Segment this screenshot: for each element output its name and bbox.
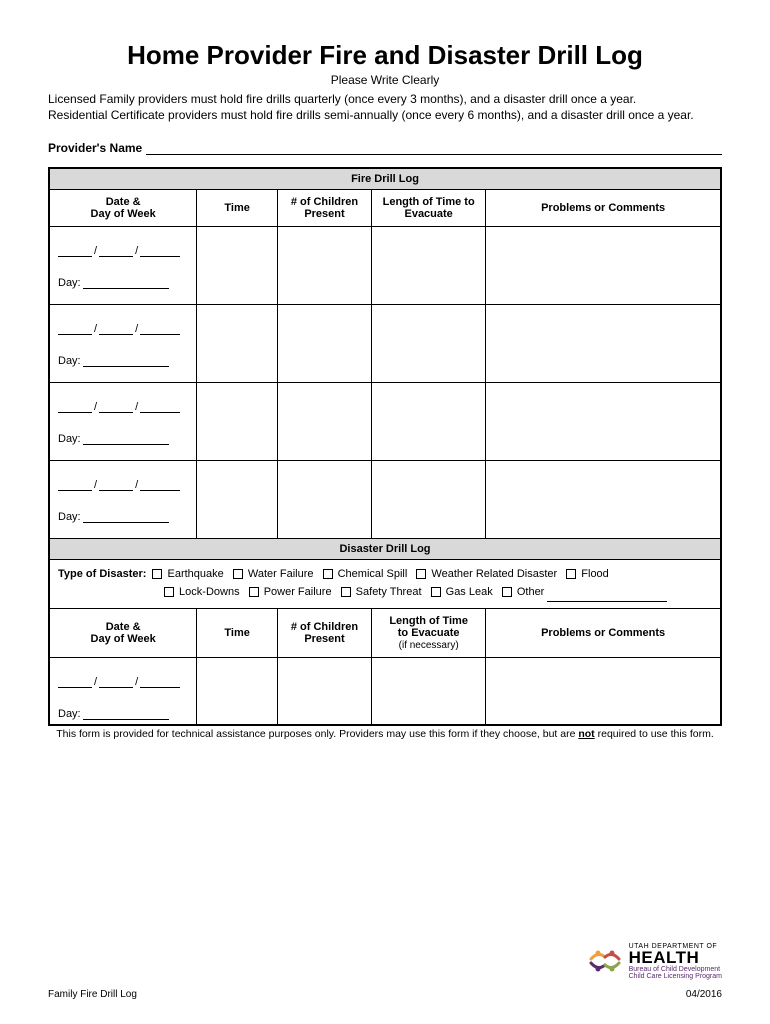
day-input-line[interactable] [83,511,169,523]
intro-text: Licensed Family providers must hold fire… [48,91,722,123]
col-length-header-2: Length of Timeto Evacuate(if necessary) [372,608,486,657]
logo-text: UTAH DEPARTMENT OF HEALTH Bureau of Chil… [629,943,722,980]
footer-left: Family Fire Drill Log [48,989,137,1000]
disaster-type-row: Type of Disaster: Earthquake Water Failu… [49,560,721,608]
children-cell[interactable] [277,227,371,305]
col-comments-header: Problems or Comments [486,190,721,227]
day-label: Day: [58,708,81,720]
length-cell[interactable] [372,305,486,383]
intro-line-2: Residential Certificate providers must h… [48,108,694,122]
day-input-line[interactable] [83,277,169,289]
col-time-header: Time [197,190,278,227]
date-day-line[interactable] [99,323,133,335]
time-cell[interactable] [197,657,278,725]
date-month-line[interactable] [58,676,92,688]
date-cell[interactable]: / / Day: [49,461,197,539]
comments-cell[interactable] [486,461,721,539]
children-cell[interactable] [277,461,371,539]
footnote: This form is provided for technical assi… [48,728,722,740]
day-label: Day: [58,511,81,523]
provider-name-input-line[interactable] [146,141,722,155]
date-day-line[interactable] [99,401,133,413]
length-cell[interactable] [372,383,486,461]
day-label: Day: [58,433,81,445]
dept-logo: UTAH DEPARTMENT OF HEALTH Bureau of Chil… [587,943,722,980]
table-row: / / Day: [49,657,721,725]
table-row: / / Day: [49,461,721,539]
length-cell[interactable] [372,461,486,539]
comments-cell[interactable] [486,227,721,305]
date-year-line[interactable] [140,245,180,257]
table-row: / / Day: [49,227,721,305]
checkbox[interactable] [566,569,576,579]
comments-cell[interactable] [486,305,721,383]
day-label: Day: [58,277,81,289]
fire-column-headers: Date &Day of Week Time # of ChildrenPres… [49,190,721,227]
disaster-section-header: Disaster Drill Log [49,539,721,560]
date-month-line[interactable] [58,401,92,413]
provider-name-label: Provider's Name [48,141,142,155]
checkbox[interactable] [416,569,426,579]
disaster-type-label: Type of Disaster: [58,568,146,580]
time-cell[interactable] [197,305,278,383]
checkbox[interactable] [152,569,162,579]
checkbox[interactable] [431,587,441,597]
day-input-line[interactable] [83,708,169,720]
page-footer: Family Fire Drill Log 04/2016 [48,989,722,1000]
col-comments-header-2: Problems or Comments [486,608,721,657]
day-input-line[interactable] [83,355,169,367]
date-year-line[interactable] [140,401,180,413]
date-cell[interactable]: / / Day: [49,657,197,725]
col-date-header: Date &Day of Week [49,190,197,227]
date-cell[interactable]: / / Day: [49,383,197,461]
date-cell[interactable]: / / Day: [49,227,197,305]
comments-cell[interactable] [486,657,721,725]
time-cell[interactable] [197,227,278,305]
other-input-line[interactable] [547,601,667,602]
fire-section-header: Fire Drill Log [49,168,721,190]
logo-icon [587,943,623,979]
table-row: / / Day: [49,383,721,461]
checkbox[interactable] [233,569,243,579]
date-year-line[interactable] [140,676,180,688]
checkbox[interactable] [249,587,259,597]
date-cell[interactable]: / / Day: [49,305,197,383]
checkbox[interactable] [341,587,351,597]
drill-log-table: Fire Drill Log Date &Day of Week Time # … [48,167,722,725]
date-day-line[interactable] [99,245,133,257]
checkbox[interactable] [502,587,512,597]
date-month-line[interactable] [58,479,92,491]
provider-name-row: Provider's Name [48,141,722,155]
date-year-line[interactable] [140,479,180,491]
col-children-header: # of ChildrenPresent [277,190,371,227]
disaster-column-headers: Date &Day of Week Time # of ChildrenPres… [49,608,721,657]
table-row: / / Day: [49,305,721,383]
col-date-header-2: Date &Day of Week [49,608,197,657]
time-cell[interactable] [197,383,278,461]
intro-line-1: Licensed Family providers must hold fire… [48,92,636,106]
page-title: Home Provider Fire and Disaster Drill Lo… [48,40,722,71]
date-month-line[interactable] [58,245,92,257]
subtitle: Please Write Clearly [48,73,722,87]
comments-cell[interactable] [486,383,721,461]
day-label: Day: [58,355,81,367]
time-cell[interactable] [197,461,278,539]
length-cell[interactable] [372,657,486,725]
date-day-line[interactable] [99,676,133,688]
date-day-line[interactable] [99,479,133,491]
col-length-header: Length of Time toEvacuate [372,190,486,227]
length-cell[interactable] [372,227,486,305]
checkbox[interactable] [164,587,174,597]
children-cell[interactable] [277,657,371,725]
col-time-header-2: Time [197,608,278,657]
children-cell[interactable] [277,305,371,383]
day-input-line[interactable] [83,433,169,445]
checkbox[interactable] [323,569,333,579]
date-month-line[interactable] [58,323,92,335]
date-year-line[interactable] [140,323,180,335]
col-children-header-2: # of ChildrenPresent [277,608,371,657]
children-cell[interactable] [277,383,371,461]
footer-right: 04/2016 [686,989,722,1000]
